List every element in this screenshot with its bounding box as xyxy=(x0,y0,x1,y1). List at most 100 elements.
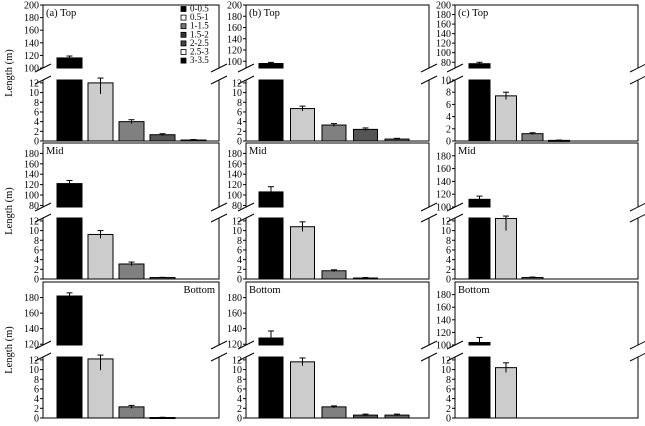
bar-lower-segment xyxy=(56,79,83,142)
y-tick-label: 6 xyxy=(34,384,39,395)
panel-frame-lower xyxy=(454,80,639,142)
axis-break-mark xyxy=(237,352,255,362)
y-tick-label: 12 xyxy=(441,355,451,366)
y-tick-label: 120 xyxy=(436,39,451,50)
y-tick-label: 10 xyxy=(29,365,39,376)
y-tick-label: 8 xyxy=(446,375,451,386)
y-tick-label: 6 xyxy=(446,384,451,395)
axis-break-mark xyxy=(629,202,645,212)
axis-break-mark xyxy=(629,352,645,362)
y-tick-label: 100 xyxy=(436,48,451,59)
y-tick-label: 120 xyxy=(227,180,242,191)
y-tick-label: 10 xyxy=(232,88,242,99)
y-axis-label: Length (m) xyxy=(4,326,15,374)
panel-title: Bottom xyxy=(183,285,215,296)
y-tick-label: 10 xyxy=(441,76,451,87)
panel-frame-upper xyxy=(42,4,220,68)
axis-break-mark xyxy=(210,213,228,223)
y-tick-label: 2 xyxy=(237,127,242,138)
legend-swatch xyxy=(180,23,187,30)
axis-break-mark xyxy=(446,213,464,223)
y-tick-label: 6 xyxy=(237,245,242,256)
y-tick-label: 180 xyxy=(436,10,451,21)
panel-frame-upper xyxy=(42,142,220,207)
legend-label: 2-2.5 xyxy=(190,38,209,48)
y-tick-label: 0 xyxy=(34,275,39,286)
y-tick-label: 200 xyxy=(436,1,451,12)
y-tick-label: 0 xyxy=(237,137,242,148)
legend: 0-0.50.5-11-1.51.5-22-2.52.5-33-3.5 xyxy=(180,4,209,65)
y-tick-label: 140 xyxy=(436,315,451,326)
axis-break-mark xyxy=(420,340,438,350)
y-tick-label: 10 xyxy=(29,226,39,237)
y-tick-label: 12 xyxy=(232,355,242,366)
y-tick-label: 10 xyxy=(441,226,451,237)
y-tick-label: 12 xyxy=(441,216,451,227)
bar xyxy=(321,406,347,419)
bar xyxy=(353,128,378,142)
y-tick-label: 160 xyxy=(227,309,242,320)
axis-break-mark xyxy=(210,202,228,212)
y-tick-label: 6 xyxy=(237,384,242,395)
y-tick-label: 100 xyxy=(24,64,39,75)
y-tick-label: 4 xyxy=(34,117,39,128)
axis-break-mark xyxy=(237,63,255,73)
bar-lower-segment xyxy=(258,217,284,280)
y-tick-label: 80 xyxy=(441,58,451,69)
y-tick-label: 12 xyxy=(29,216,39,227)
legend-label: 0.5-1 xyxy=(190,12,209,22)
y-tick-label: 160 xyxy=(24,309,39,320)
y-tick-label: 120 xyxy=(24,180,39,191)
y-tick-label: 8 xyxy=(34,236,39,247)
bar-upper-segment xyxy=(56,57,83,69)
panel-frame-upper xyxy=(454,4,639,68)
y-tick-label: 2 xyxy=(34,404,39,415)
y-tick-label: 0 xyxy=(34,137,39,148)
y-tick-label: 12 xyxy=(29,78,39,89)
panel-title: Mid xyxy=(458,146,476,157)
y-tick-label: 160 xyxy=(24,26,39,37)
panel-title: (a) Top xyxy=(46,8,76,19)
y-tick-label: 80 xyxy=(29,201,39,212)
bar xyxy=(87,233,114,280)
axis-break-mark xyxy=(629,63,645,73)
y-tick-label: 180 xyxy=(24,13,39,24)
bar-lower-segment xyxy=(258,79,284,142)
axis-break-mark xyxy=(210,340,228,350)
bar-upper-segment xyxy=(468,341,491,346)
y-tick-label: 6 xyxy=(34,245,39,256)
axis-break-mark xyxy=(34,213,52,223)
axis-break-mark xyxy=(629,75,645,85)
axis-break-mark xyxy=(237,202,255,212)
y-tick-label: 0 xyxy=(34,414,39,425)
y-tick-label: 0 xyxy=(446,137,451,148)
y-tick-label: 120 xyxy=(436,328,451,339)
y-tick-label: 10 xyxy=(232,365,242,376)
y-tick-label: 120 xyxy=(227,340,242,351)
y-tick-label: 140 xyxy=(24,38,39,49)
axis-break-mark xyxy=(237,340,255,350)
y-tick-label: 2 xyxy=(446,404,451,415)
legend-label: 0-0.5 xyxy=(190,4,209,14)
y-tick-label: 140 xyxy=(227,324,242,335)
y-tick-label: 2 xyxy=(237,265,242,276)
y-tick-label: 160 xyxy=(227,23,242,34)
y-tick-label: 200 xyxy=(227,1,242,12)
axis-break-mark xyxy=(420,213,438,223)
bar-upper-segment xyxy=(468,63,491,69)
y-tick-label: 12 xyxy=(232,78,242,89)
axis-break-mark xyxy=(420,352,438,362)
y-tick-label: 2 xyxy=(34,265,39,276)
y-tick-label: 2 xyxy=(446,124,451,135)
y-tick-label: 4 xyxy=(446,255,451,266)
y-tick-label: 200 xyxy=(24,1,39,12)
y-tick-label: 4 xyxy=(34,394,39,405)
bar-upper-segment xyxy=(258,63,284,69)
y-tick-label: 10 xyxy=(29,88,39,99)
y-tick-label: 100 xyxy=(24,191,39,202)
